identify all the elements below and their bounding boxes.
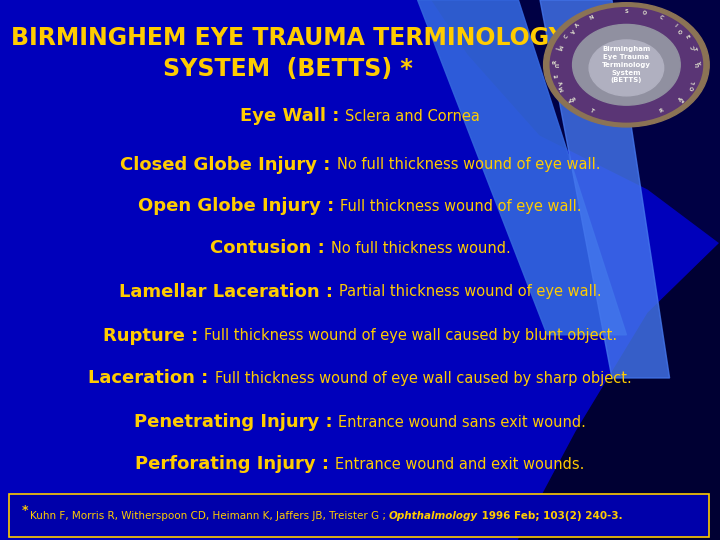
Text: C: C bbox=[658, 15, 664, 21]
Text: Full thickness wound of eye wall caused by sharp object.: Full thickness wound of eye wall caused … bbox=[215, 370, 631, 386]
Text: Penetrating Injury :: Penetrating Injury : bbox=[134, 413, 338, 431]
Text: O: O bbox=[678, 27, 684, 34]
Text: U: U bbox=[553, 63, 558, 67]
Text: Open Globe Injury :: Open Globe Injury : bbox=[138, 197, 341, 215]
Text: E: E bbox=[554, 73, 559, 77]
Text: *: * bbox=[22, 504, 28, 517]
Text: N: N bbox=[589, 15, 595, 21]
Text: R: R bbox=[569, 96, 575, 102]
Text: Entrance wound and exit wounds.: Entrance wound and exit wounds. bbox=[336, 457, 585, 472]
Text: R: R bbox=[659, 108, 665, 114]
Text: F: F bbox=[678, 96, 684, 102]
Text: Full thickness wound of eye wall caused by blunt object.: Full thickness wound of eye wall caused … bbox=[204, 328, 617, 343]
Polygon shape bbox=[418, 0, 626, 335]
Circle shape bbox=[572, 24, 680, 105]
Text: No full thickness wound.: No full thickness wound. bbox=[330, 241, 510, 256]
Text: A: A bbox=[569, 28, 575, 33]
Text: A: A bbox=[557, 80, 562, 86]
Text: T: T bbox=[588, 108, 593, 114]
Text: L: L bbox=[690, 80, 696, 85]
Text: A: A bbox=[575, 23, 581, 29]
Polygon shape bbox=[518, 243, 720, 540]
Text: SYSTEM  (BETTS) *: SYSTEM (BETTS) * bbox=[163, 57, 413, 80]
Text: I: I bbox=[556, 47, 562, 50]
Text: R: R bbox=[553, 59, 558, 64]
Text: O: O bbox=[642, 10, 647, 16]
Text: M: M bbox=[557, 43, 563, 50]
Text: A: A bbox=[678, 96, 684, 102]
Text: Closed Globe Injury :: Closed Globe Injury : bbox=[120, 156, 336, 174]
Text: E: E bbox=[683, 33, 690, 39]
Text: Ophthalmology: Ophthalmology bbox=[389, 511, 478, 521]
Text: Full thickness wound of eye wall.: Full thickness wound of eye wall. bbox=[341, 199, 582, 214]
FancyBboxPatch shape bbox=[9, 494, 709, 537]
Text: Contusion :: Contusion : bbox=[210, 239, 330, 258]
Text: Partial thickness wound of eye wall.: Partial thickness wound of eye wall. bbox=[339, 284, 601, 299]
Circle shape bbox=[544, 3, 709, 127]
Polygon shape bbox=[540, 0, 670, 378]
Text: A: A bbox=[569, 96, 575, 102]
Text: C: C bbox=[690, 44, 696, 49]
Text: T: T bbox=[691, 46, 697, 51]
Text: Lamellar Laceration :: Lamellar Laceration : bbox=[119, 282, 339, 301]
Text: U: U bbox=[695, 63, 700, 67]
Text: BIRMINGHEM EYE TRAUMA TERMINOLOGY: BIRMINGHEM EYE TRAUMA TERMINOLOGY bbox=[11, 26, 565, 50]
Text: Sclera and Cornea: Sclera and Cornea bbox=[346, 109, 480, 124]
Text: Laceration :: Laceration : bbox=[89, 369, 215, 387]
Text: Y: Y bbox=[695, 60, 700, 64]
Text: Eye Wall :: Eye Wall : bbox=[240, 107, 346, 125]
Text: O: O bbox=[688, 85, 694, 91]
Text: I: I bbox=[672, 23, 678, 29]
Text: S: S bbox=[624, 9, 629, 14]
Circle shape bbox=[550, 8, 703, 122]
Circle shape bbox=[589, 40, 664, 96]
Text: 1996 Feb; 103(2) 240-3.: 1996 Feb; 103(2) 240-3. bbox=[478, 511, 623, 521]
Text: Rupture :: Rupture : bbox=[103, 327, 204, 345]
Text: Kuhn F, Morris R, Witherspoon CD, Heimann K, Jaffers JB, Treister G ;: Kuhn F, Morris R, Witherspoon CD, Heiman… bbox=[30, 511, 389, 521]
Polygon shape bbox=[432, 0, 720, 243]
Text: Birmingham
Eye Trauma
Terminology
System
(BETTS): Birmingham Eye Trauma Terminology System… bbox=[602, 46, 651, 83]
Text: Perforating Injury :: Perforating Injury : bbox=[135, 455, 336, 474]
Text: Entrance wound sans exit wound.: Entrance wound sans exit wound. bbox=[338, 415, 586, 430]
Text: C: C bbox=[563, 33, 570, 39]
Text: M: M bbox=[559, 84, 565, 91]
Text: No full thickness wound of eye wall.: No full thickness wound of eye wall. bbox=[336, 157, 600, 172]
